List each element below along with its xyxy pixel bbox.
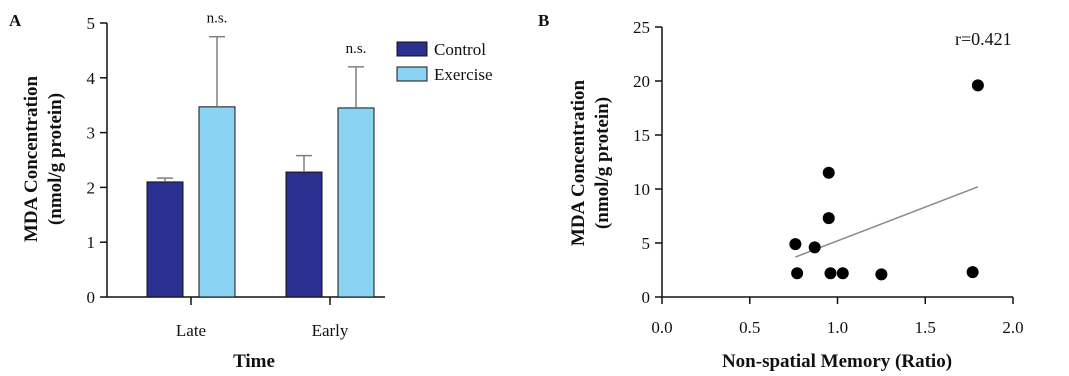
regression-line <box>795 186 979 258</box>
panel-label-a: A <box>9 11 22 30</box>
y-axis-title-a-line1: MDA Concentration <box>21 75 42 242</box>
bar-exercise-early <box>337 107 375 298</box>
x-axis-title-a: Time <box>233 351 275 372</box>
legend-swatch-control <box>396 41 428 57</box>
panel-b-axes: 0 5 10 15 20 25 0.0 0.5 1.0 1.5 2.0 <box>633 18 1024 337</box>
significance-label: n.s. <box>346 41 367 57</box>
legend-label-control: Control <box>434 40 486 59</box>
y-tick-label-b: 0 <box>642 288 651 307</box>
scatter-point <box>971 79 984 92</box>
y-axis-title-a: MDA Concentration (nmol/g protein) <box>21 75 66 242</box>
y-tick-label-b: 5 <box>642 234 651 253</box>
y-axis-title-b: MDA Concentration (nmol/g protein) <box>568 79 613 246</box>
x-tick-label-a: Early <box>312 321 349 340</box>
x-tick-label-b: 0.5 <box>739 318 760 337</box>
x-tick-label-b: 2.0 <box>1002 318 1023 337</box>
y-tick-label-a: 3 <box>87 124 96 143</box>
bar-exercise-late <box>198 106 236 298</box>
scatter-point <box>824 267 837 280</box>
y-tick-label-a: 1 <box>87 233 96 252</box>
panel-label-b: B <box>538 11 549 30</box>
panel-b-points <box>789 79 984 281</box>
y-tick-label-a: 4 <box>87 69 96 88</box>
y-tick-label-a: 0 <box>87 288 96 307</box>
panel-a-bars: n.s. n.s. <box>146 11 375 298</box>
x-tick-label-b: 1.0 <box>827 318 848 337</box>
x-tick-label-b: 0.0 <box>651 318 672 337</box>
y-tick-label-b: 10 <box>633 180 650 199</box>
significance-label: n.s. <box>207 11 228 27</box>
correlation-annotation: r=0.421 <box>955 29 1012 49</box>
legend-swatch-exercise <box>396 66 428 82</box>
y-tick-label-a: 5 <box>87 14 96 33</box>
y-axis-title-b-line1: MDA Concentration <box>568 79 589 246</box>
scatter-point <box>791 267 804 280</box>
x-axis-title-b: Non-spatial Memory (Ratio) <box>722 351 952 372</box>
legend: Control Exercise <box>396 40 493 84</box>
scatter-point <box>822 166 835 179</box>
scatter-point <box>822 212 835 225</box>
scatter-point <box>789 238 802 251</box>
scatter-point <box>808 241 821 254</box>
x-tick-label-b: 1.5 <box>915 318 936 337</box>
scatter-point <box>966 266 979 279</box>
y-tick-label-b: 20 <box>633 72 650 91</box>
scatter-point <box>836 267 849 280</box>
bar-control-early <box>285 171 323 298</box>
y-axis-title-a-line2: (nmol/g protein) <box>45 93 66 225</box>
x-tick-label-a: Late <box>176 321 206 340</box>
y-tick-label-b: 15 <box>633 126 650 145</box>
bar-control-late <box>146 181 184 298</box>
scatter-point <box>875 268 888 281</box>
y-axis-title-b-line2: (nmol/g protein) <box>592 97 613 229</box>
legend-label-exercise: Exercise <box>434 65 493 84</box>
y-tick-label-a: 2 <box>87 178 96 197</box>
y-tick-label-b: 25 <box>633 18 650 37</box>
